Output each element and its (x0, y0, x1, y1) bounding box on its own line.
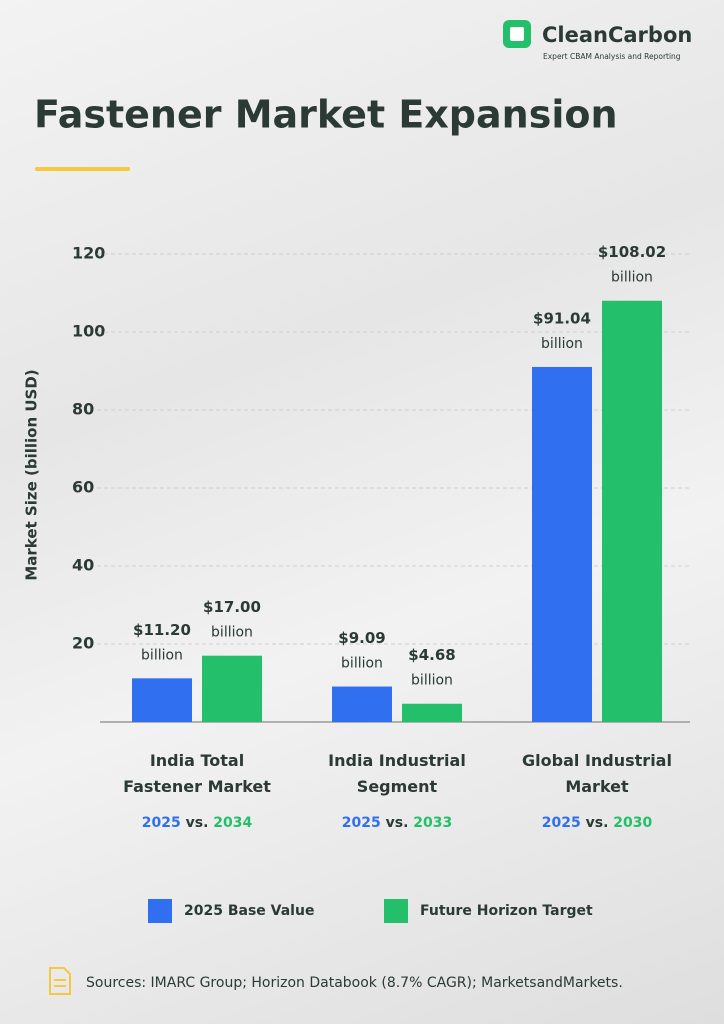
title-underline (35, 167, 130, 171)
logo-icon-inner (510, 27, 524, 41)
y-tick-label: 60 (72, 478, 94, 497)
comparison-label: 2025 vs. 2034 (112, 815, 282, 831)
y-tick-label: 20 (72, 634, 94, 653)
value-label-unit: billion (341, 656, 383, 672)
bar (532, 366, 592, 722)
sources-icon (49, 967, 71, 995)
comparison-base: 2025 (141, 815, 181, 831)
value-label-unit: billion (611, 270, 653, 286)
value-label-unit: billion (411, 673, 453, 689)
y-axis-label: Market Size (billion USD) (23, 369, 41, 580)
bar (332, 686, 392, 722)
value-label: $4.68 (408, 646, 455, 664)
comparison-target: 2033 (413, 815, 453, 831)
sources: Sources: IMARC Group; Horizon Databook (… (86, 975, 623, 991)
comparison-label: 2025 vs. 2030 (512, 815, 682, 831)
value-label: $11.20 (133, 621, 191, 639)
value-label-unit: billion (141, 647, 183, 663)
y-tick-label: 120 (72, 244, 105, 263)
comparison-sep: vs. (185, 815, 209, 831)
legend-label: Future Horizon Target (420, 903, 593, 919)
bar (202, 655, 262, 722)
legend-swatch (384, 899, 408, 923)
legend-label: 2025 Base Value (184, 903, 314, 919)
comparison-sep: vs. (385, 815, 409, 831)
value-label: $9.09 (338, 629, 385, 647)
y-tick-label: 100 (72, 322, 105, 341)
y-tick-label: 40 (72, 556, 94, 575)
legend-swatch (148, 899, 172, 923)
x-tick-label: India Total Fastener Market (123, 751, 271, 796)
comparison-target: 2034 (213, 815, 253, 831)
value-label-unit: billion (541, 336, 583, 352)
comparison-label: 2025 vs. 2033 (312, 815, 482, 831)
x-tick-label: India Industrial Segment (328, 751, 466, 796)
y-tick-label: 80 (72, 400, 94, 419)
logo-tagline: Expert CBAM Analysis and Reporting (543, 52, 681, 61)
value-label: $108.02 (598, 243, 666, 261)
comparison-sep: vs. (585, 815, 609, 831)
comparison-base: 2025 (341, 815, 381, 831)
comparison-target: 2030 (613, 815, 653, 831)
x-tick-label: Global Industrial Market (522, 751, 672, 796)
value-label: $91.04 (533, 309, 591, 327)
chart-title: Fastener Market Expansion (34, 93, 618, 137)
bar (402, 703, 462, 722)
bar (602, 300, 662, 722)
value-label-unit: billion (211, 625, 253, 641)
bar (132, 678, 192, 722)
value-label: $17.00 (203, 598, 261, 616)
comparison-base: 2025 (541, 815, 581, 831)
logo-name: CleanCarbon (542, 23, 692, 47)
